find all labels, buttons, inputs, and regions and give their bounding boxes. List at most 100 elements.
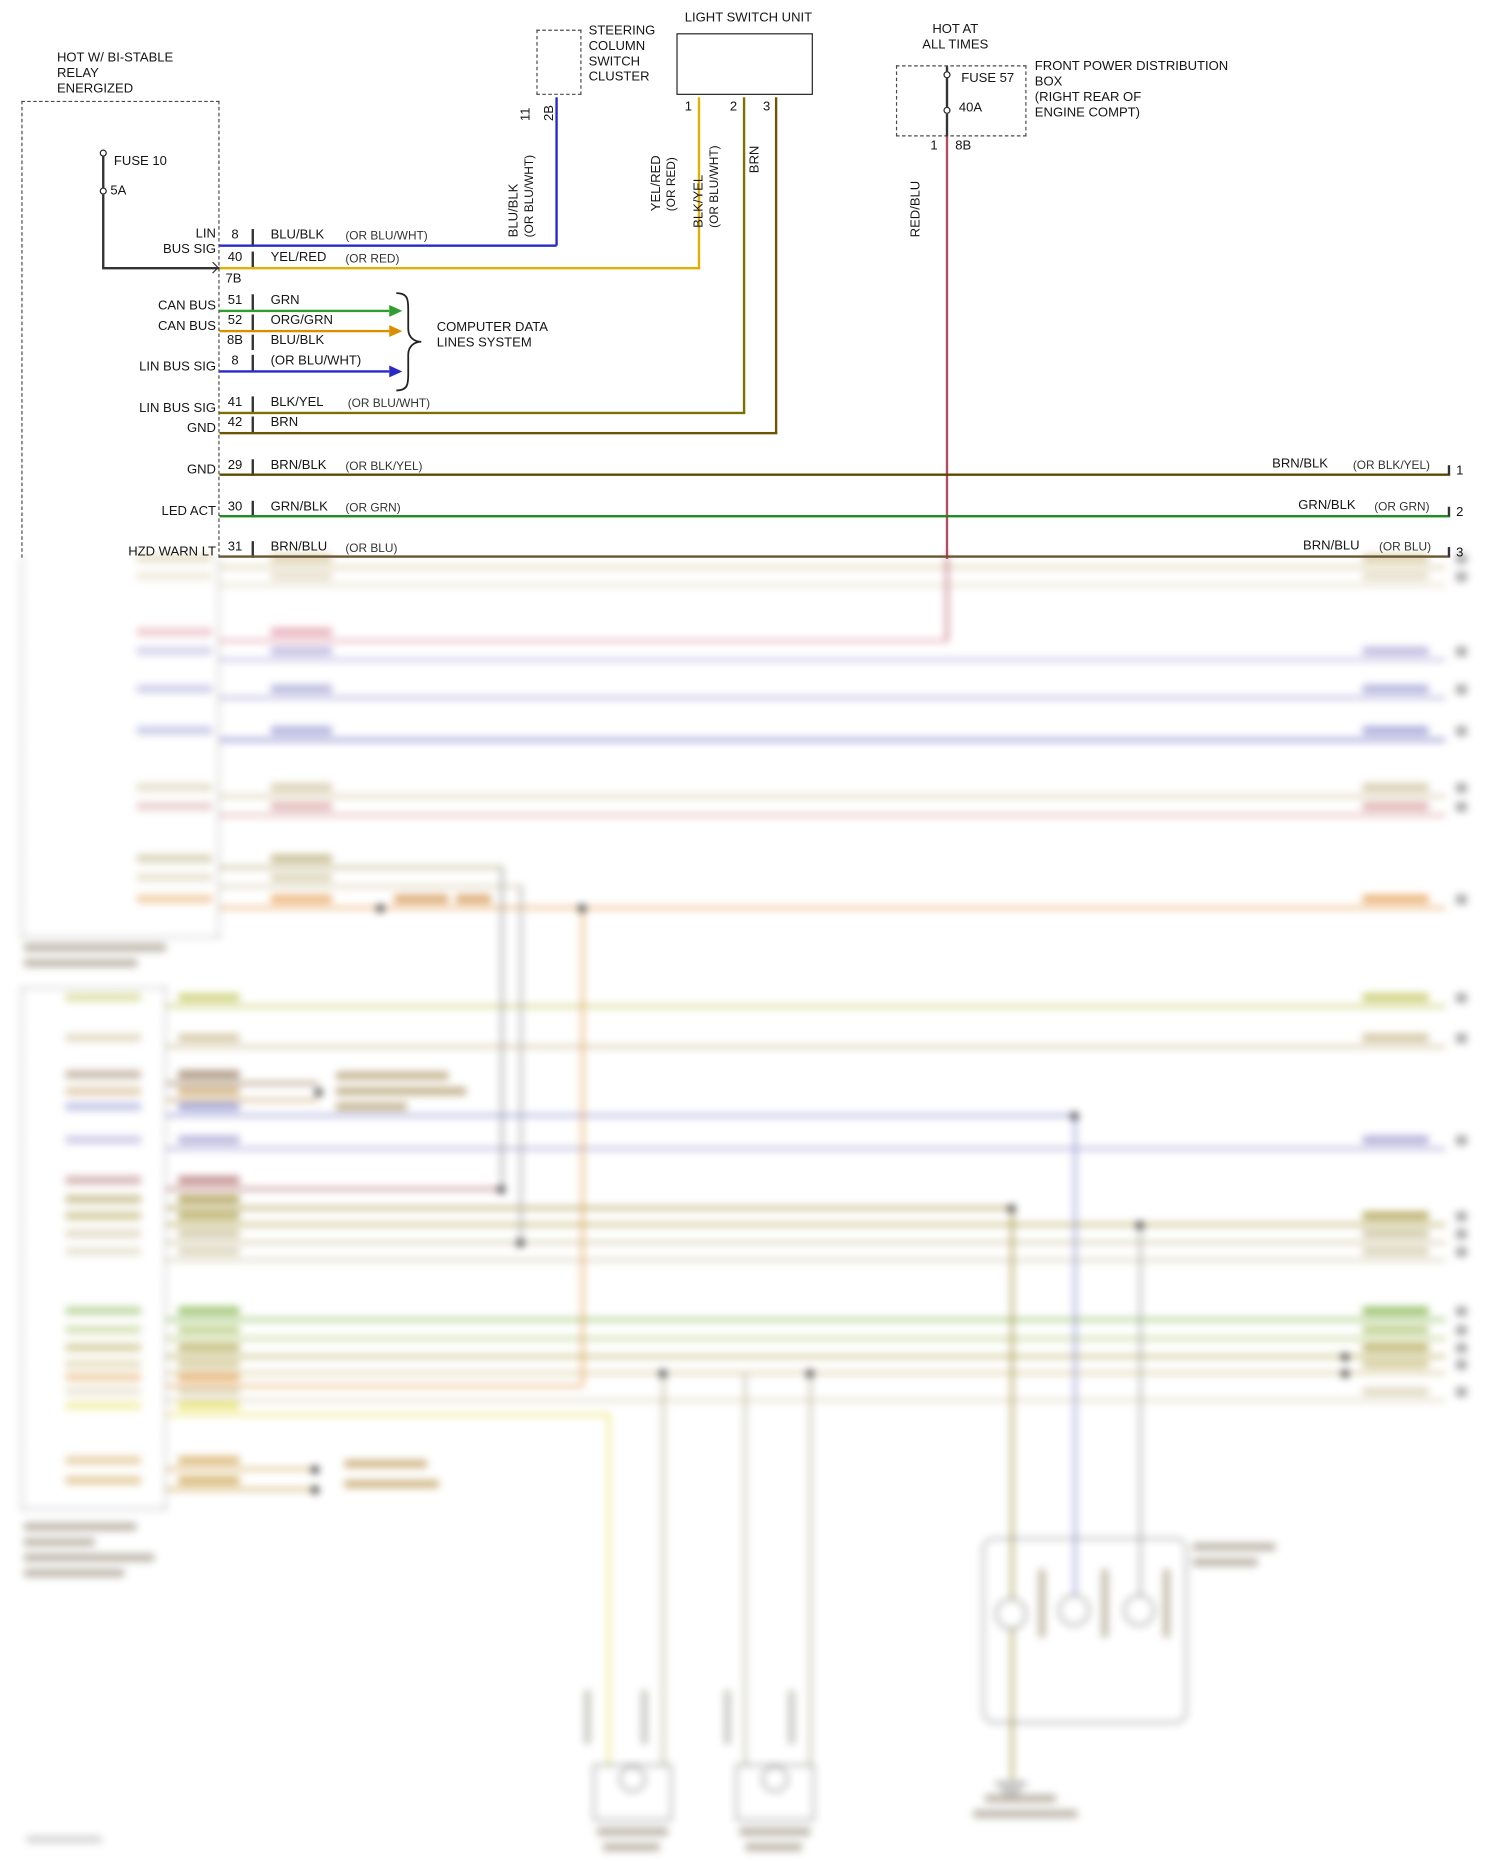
blurred-wire-label xyxy=(1362,726,1429,735)
blurred-text xyxy=(455,894,492,904)
signal-label: GND xyxy=(186,462,216,478)
blurred-signal-label xyxy=(136,854,213,863)
fuse57-rating: 40A xyxy=(958,100,983,116)
wire-name: ORG/GRN xyxy=(270,313,333,328)
blurred-signal-label xyxy=(65,1087,142,1096)
blurred-wire xyxy=(1139,1223,1142,1595)
pin-tick xyxy=(251,500,254,518)
blurred-wire-label xyxy=(1362,1306,1429,1315)
blurred-junction xyxy=(658,1369,667,1378)
blurred-pin-number xyxy=(1456,1325,1467,1336)
blurred-wire-label xyxy=(178,1456,240,1465)
wire-org-grn xyxy=(219,329,390,333)
blurred-signal-label xyxy=(65,1456,142,1465)
blurred-component-box xyxy=(21,987,167,1510)
blurred-wire-label xyxy=(270,783,333,792)
blurred-pin-number xyxy=(1456,571,1467,582)
pin-number: 41 xyxy=(227,395,243,410)
light-switch-unit-box xyxy=(676,33,813,95)
terminal-pin-number: 1 xyxy=(1456,464,1464,479)
fuse57-label: FUSE 57 xyxy=(961,71,1015,86)
blurred-text xyxy=(739,1827,811,1836)
steering-pin-number: 11 xyxy=(518,107,533,122)
blurred-wire xyxy=(219,885,520,888)
pin-number: 8 xyxy=(231,353,239,368)
wire-label-red-blu: RED/BLU xyxy=(909,180,924,238)
blurred-wire xyxy=(219,866,501,869)
light-switch-pin2: 2 xyxy=(729,99,738,114)
blurred-junction xyxy=(1070,1111,1079,1121)
blurred-pin-number xyxy=(1456,1033,1467,1044)
blurred-wire xyxy=(166,1467,315,1471)
blurred-wire-label xyxy=(270,646,333,656)
blurred-pin-number xyxy=(1456,1343,1467,1353)
pin-number: 8B xyxy=(226,333,243,348)
blurred-pin-number xyxy=(1456,894,1467,905)
blurred-wire xyxy=(166,1098,319,1102)
blurred-text xyxy=(344,1459,428,1468)
fuse10-element xyxy=(102,155,105,189)
blurred-signal-label xyxy=(65,1325,142,1334)
blurred-signal-label xyxy=(136,627,213,637)
wire-alt-name-right: (OR BLU) xyxy=(1378,541,1432,555)
blurred-signal-label xyxy=(136,802,213,811)
blurred-wire-label xyxy=(178,993,240,1002)
blurred-signal-label xyxy=(136,726,213,735)
blurred-wire-label xyxy=(270,627,333,637)
wire-yel-red-vertical xyxy=(697,97,701,270)
pin-tick xyxy=(251,459,254,476)
terminal-tick xyxy=(1447,465,1450,475)
blurred-wire xyxy=(219,583,1446,587)
blurred-text xyxy=(335,1087,467,1096)
blurred-wire xyxy=(219,566,1446,569)
blurred-signal-label xyxy=(65,1176,142,1185)
wire-grn xyxy=(219,309,390,313)
blurred-pin-number xyxy=(1456,684,1467,695)
computer-data-lines-label: COMPUTER DATA LINES SYSTEM xyxy=(436,320,548,351)
pin-tick xyxy=(251,294,254,311)
blurred-text xyxy=(984,1794,1057,1803)
blurred-wire xyxy=(219,639,947,643)
wire-fuse10-feed xyxy=(102,194,105,269)
wire-name-right: BRN/BLU xyxy=(1303,538,1360,554)
fuse57-feed-top xyxy=(945,66,949,73)
blurred-text xyxy=(640,1689,648,1745)
blurred-wire xyxy=(1011,1629,1014,1781)
wire-name: GRN/BLK xyxy=(270,499,328,514)
wire-alt-name: (OR BLK/YEL) xyxy=(345,460,423,474)
wire-name: BLK/YEL xyxy=(270,395,324,410)
blurred-pin-number xyxy=(1456,1211,1467,1222)
blurred-wire xyxy=(744,1371,747,1766)
blurred-junction xyxy=(577,904,587,913)
blurred-text xyxy=(23,1522,137,1531)
blurred-pin-number xyxy=(1456,1387,1467,1397)
blurred-wire-label xyxy=(270,554,333,563)
blurred-pin-number xyxy=(1456,646,1467,657)
blurred-text xyxy=(1038,1568,1046,1638)
wire-blk-yel xyxy=(219,411,746,415)
fuse57-feed-bottom xyxy=(945,113,949,137)
wire-label-blk-yel: BLK/YEL xyxy=(691,174,707,228)
blurred-bulb xyxy=(1123,1594,1155,1626)
blurred-signal-label xyxy=(136,646,213,656)
steering-column-switch-cluster-box xyxy=(536,29,582,95)
blurred-signal-label xyxy=(65,1373,142,1382)
pin-number: 40 xyxy=(227,250,243,265)
signal-label: HZD WARN LT xyxy=(128,544,216,559)
fuse10-label: FUSE 10 xyxy=(113,154,167,169)
wire-alt-name: (OR BLU/WHT) xyxy=(347,397,431,411)
blurred-wire-label xyxy=(178,1373,240,1382)
blurred-wire xyxy=(1073,1114,1077,1595)
blurred-wire-label xyxy=(178,1135,240,1144)
signal-label: LIN BUS SIG xyxy=(163,226,216,257)
blurred-pin-number xyxy=(1456,1306,1467,1317)
blurred-wire-label xyxy=(178,1325,240,1334)
light-switch-pin1: 1 xyxy=(684,99,693,114)
blurred-wire-label xyxy=(178,1176,240,1185)
blurred-signal-label xyxy=(65,1476,142,1485)
blurred-signal-label xyxy=(136,684,213,694)
blurred-pin-number xyxy=(1456,1135,1467,1146)
blurred-signal-label xyxy=(136,554,213,563)
blurred-text xyxy=(23,1568,125,1578)
